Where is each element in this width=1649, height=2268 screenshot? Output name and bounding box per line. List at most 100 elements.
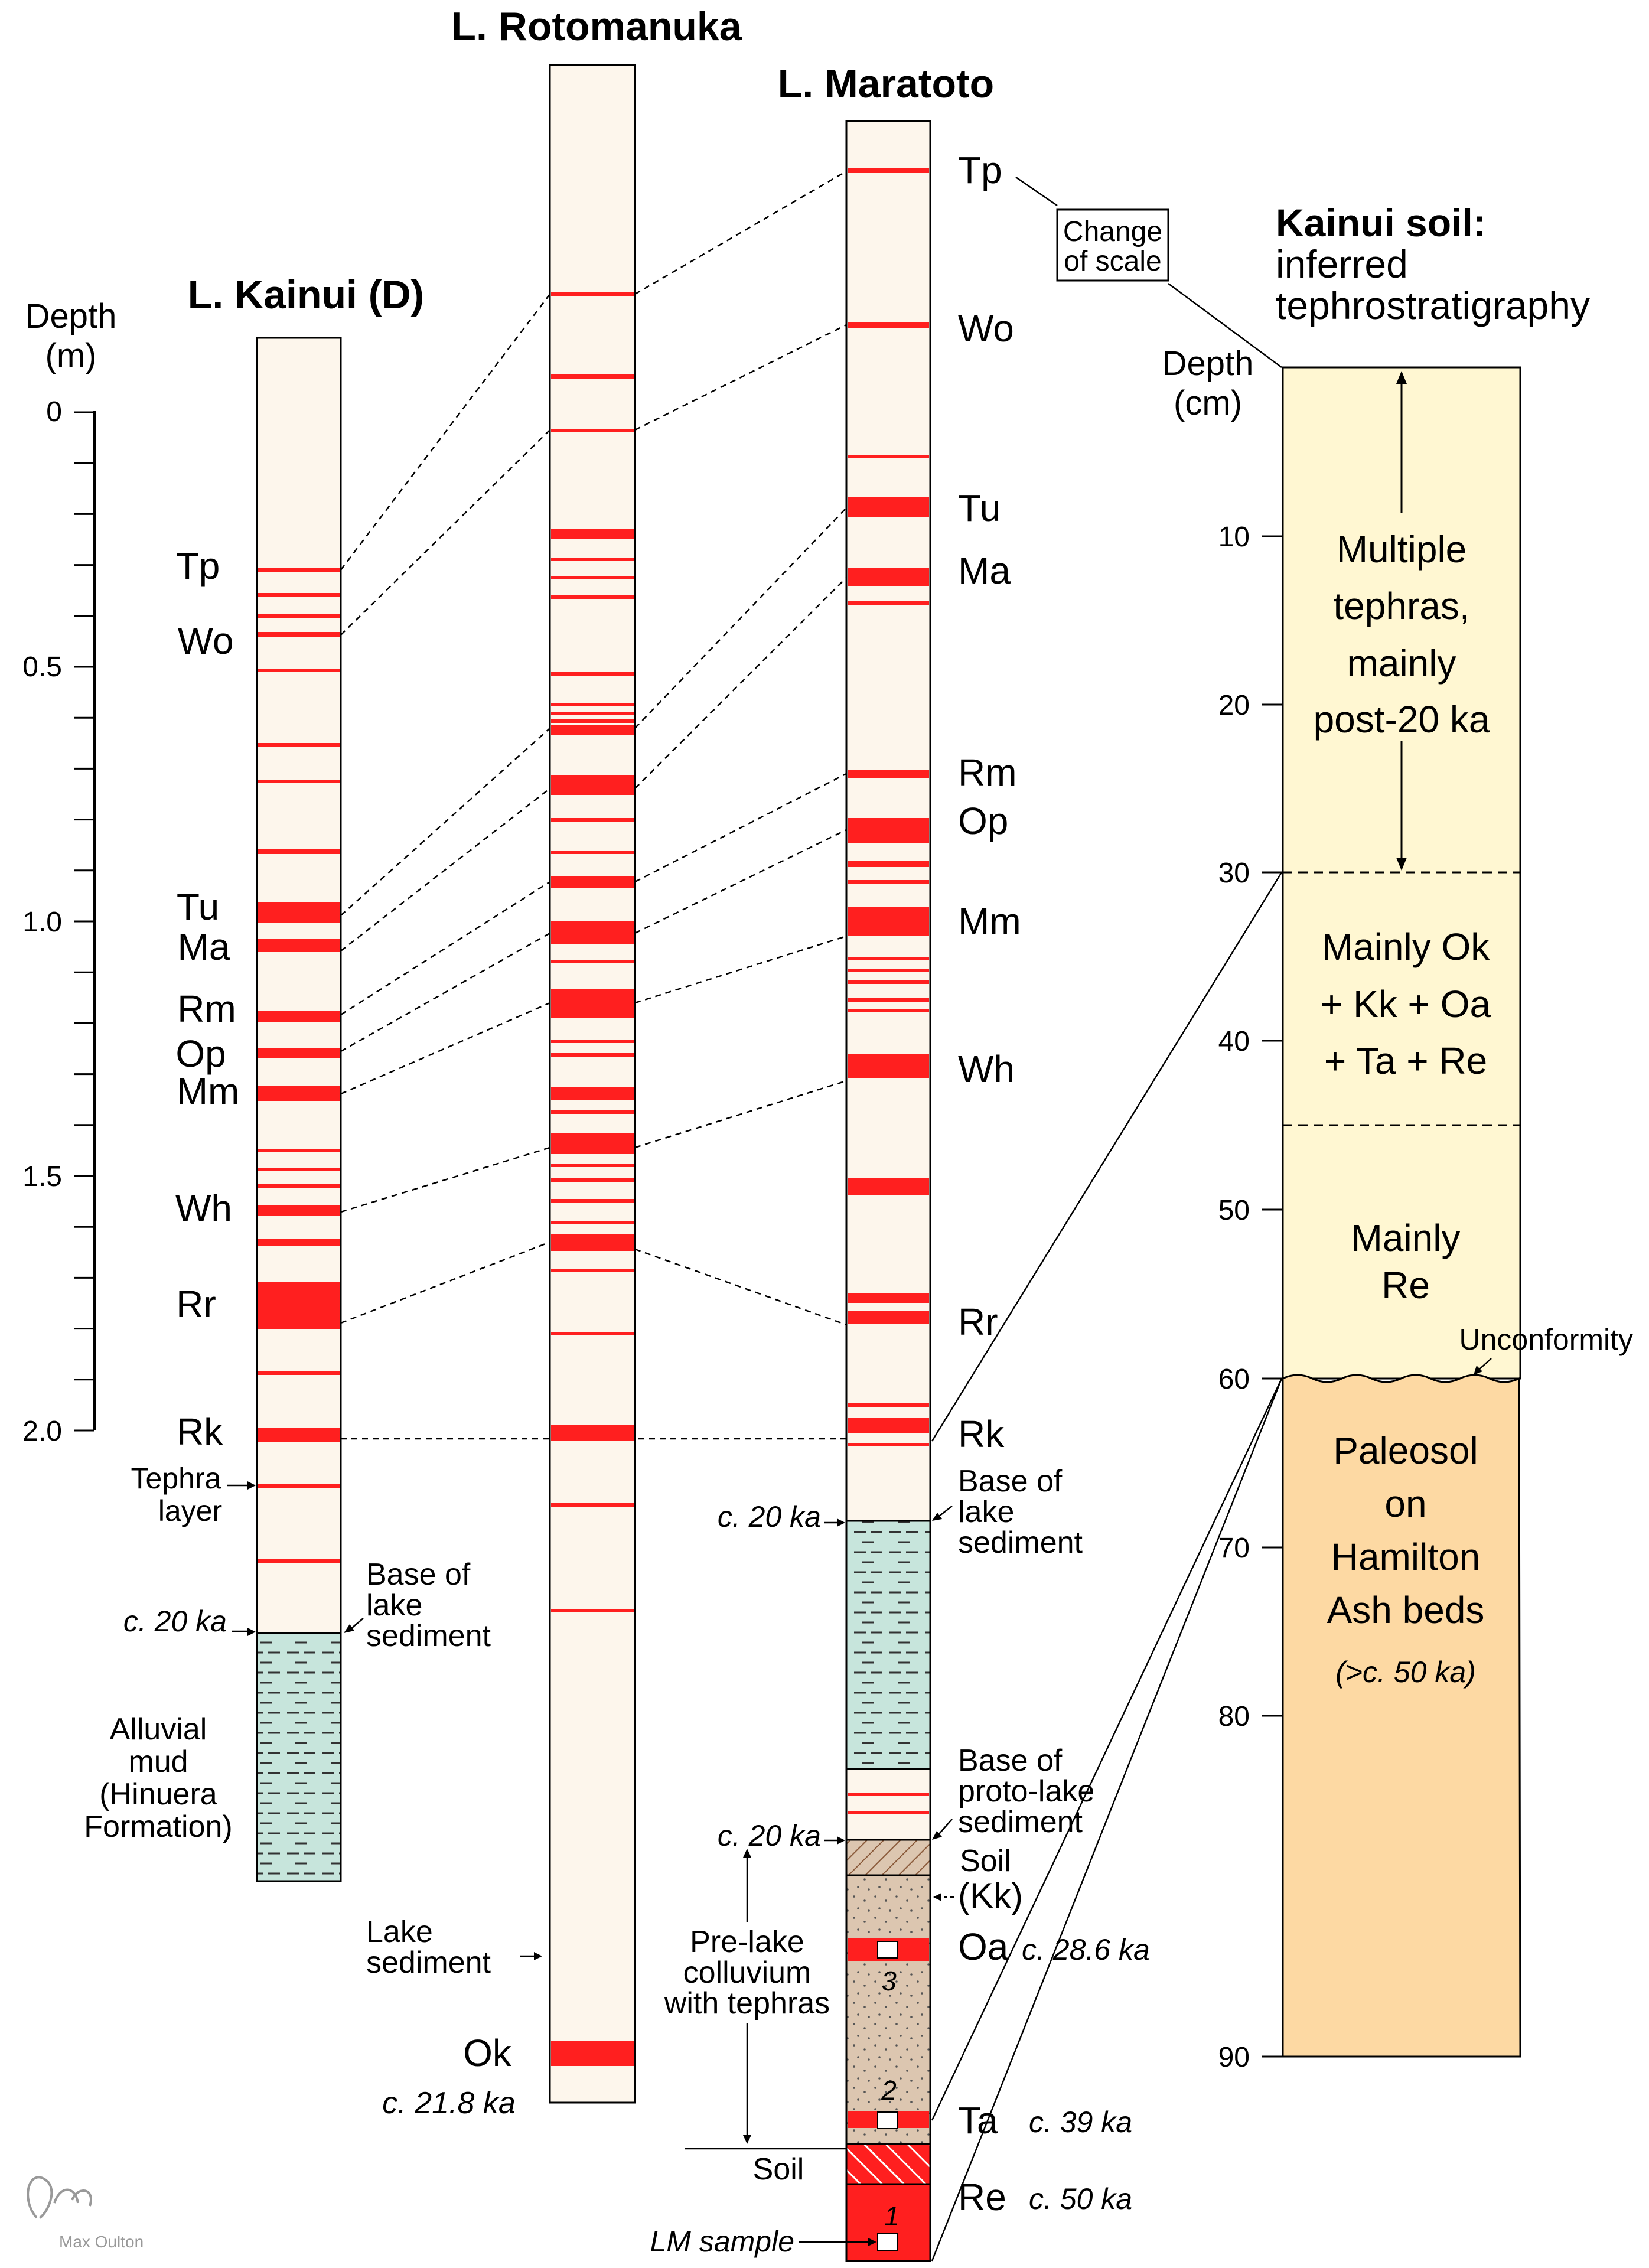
tephra-layer bbox=[848, 1403, 929, 1407]
tephra-layer bbox=[258, 743, 340, 747]
correlation-line-tp-b bbox=[634, 170, 847, 295]
base-of-lake-arrow bbox=[938, 1506, 953, 1517]
tephra-label-tp: Tp bbox=[958, 149, 1002, 191]
tephra-label-oa: Oa bbox=[958, 1925, 1009, 1968]
alluvial-mud-label: (Hinuera bbox=[99, 1777, 217, 1811]
tephra-layer bbox=[551, 1269, 634, 1272]
kainui-soil-title: tephrostratigraphy bbox=[1276, 284, 1590, 327]
rotomanuka-title: L. Rotomanuka bbox=[451, 4, 742, 49]
upper-unit-label: mainly bbox=[1347, 642, 1456, 685]
tephra-label-ta: Ta bbox=[958, 2099, 998, 2142]
base-of-lake-label: lake bbox=[366, 1588, 422, 1622]
depth-tick-label: 50 bbox=[1218, 1195, 1250, 1226]
tephra-layer bbox=[848, 601, 929, 605]
tephra-layer bbox=[551, 429, 634, 432]
tephra-layer bbox=[551, 595, 634, 599]
correlation-line-ma-a bbox=[340, 788, 550, 951]
colluvium-label: with tephras bbox=[664, 1986, 830, 2021]
maratoto-tephra-labels: Tp Wo Tu Ma Rm Op Mm Wh Rr Rk bbox=[958, 149, 1021, 1455]
tephra-label-tu: Tu bbox=[177, 885, 219, 928]
tephra-layer bbox=[258, 902, 340, 923]
soil-label: Soil bbox=[753, 2152, 804, 2186]
upper-unit-label: Multiple bbox=[1337, 528, 1467, 571]
tephra-layer bbox=[551, 1164, 634, 1167]
lake-sediment-label: sediment bbox=[366, 1946, 491, 1980]
tephra-layer bbox=[258, 1184, 340, 1188]
tephra-layer bbox=[258, 669, 340, 672]
unconformity-label: Unconformity bbox=[1459, 1323, 1633, 1356]
soil-kk-label: Soil bbox=[960, 1844, 1011, 1878]
lm-sample-label: LM sample bbox=[650, 2225, 794, 2258]
tephra-layer bbox=[551, 1425, 634, 1441]
base-of-lake-label: sediment bbox=[958, 1526, 1083, 1560]
sample-number: 1 bbox=[884, 2201, 900, 2231]
paleosol-label: on bbox=[1384, 1482, 1426, 1525]
tephra-layer bbox=[551, 719, 634, 723]
paleosol-label: Paleosol bbox=[1333, 1429, 1478, 1472]
depth-tick-label: 0 bbox=[46, 396, 62, 428]
depth-tick-label: 1.5 bbox=[22, 1161, 62, 1192]
rotomanuka-lake-sediment bbox=[549, 64, 636, 2104]
base-of-lake-label: Base of bbox=[958, 1464, 1063, 1498]
rotomanuka-tephra-layers bbox=[551, 292, 634, 2066]
tephra-layer bbox=[551, 818, 634, 822]
base-of-proto-lake-label: Base of bbox=[958, 1744, 1063, 1778]
oa-age-label: c. 28.6 ka bbox=[1022, 1933, 1150, 1966]
tephra-layer bbox=[848, 770, 929, 778]
middle-unit-label: + Ta + Re bbox=[1324, 1040, 1487, 1082]
correlation-line-rm-a bbox=[340, 881, 550, 1016]
sample-box-re bbox=[877, 2233, 898, 2251]
soil-kk-arrowhead bbox=[933, 1893, 941, 1901]
tephra-label-rm: Rm bbox=[177, 988, 236, 1030]
tephra-layer bbox=[551, 989, 634, 1018]
maratoto-lake-mud bbox=[845, 1520, 931, 1770]
ta-age-label: c. 39 ka bbox=[1029, 2106, 1132, 2139]
middle-unit-label: Mainly Ok bbox=[1322, 926, 1491, 968]
tephra-layer bbox=[551, 1133, 634, 1154]
tephra-layer bbox=[848, 907, 929, 936]
tephra-layer bbox=[258, 1048, 340, 1058]
rotomanuka-column: Lake sediment Ok c. 21.8 ka bbox=[366, 64, 636, 2120]
scale-connector bbox=[1168, 282, 1282, 369]
tephra-label-wh: Wh bbox=[958, 1048, 1015, 1090]
upper-unit-label: tephras, bbox=[1333, 585, 1469, 627]
soil-kk-label: (Kk) bbox=[958, 1876, 1023, 1915]
scale-correlation-lines bbox=[931, 872, 1283, 2262]
alluvial-mud-label: Formation) bbox=[84, 1810, 232, 1844]
lake-sediment-arrowhead bbox=[534, 1952, 542, 1960]
kainui-tephra-layers bbox=[258, 568, 340, 1563]
tephra-label-op: Op bbox=[175, 1032, 226, 1075]
maratoto-soil-hatched bbox=[845, 2143, 931, 2185]
tephra-layer bbox=[258, 1205, 340, 1216]
correlation-lines bbox=[340, 170, 847, 1440]
tephra-layer bbox=[258, 1484, 340, 1488]
tephra-layer-label: layer bbox=[158, 1494, 222, 1527]
tephra-layer bbox=[551, 1110, 634, 1114]
maratoto-colluvium bbox=[845, 1874, 931, 2145]
tephra-label-rk: Rk bbox=[958, 1413, 1005, 1455]
tephra-layer bbox=[848, 880, 929, 884]
base-of-lake-label: sediment bbox=[366, 1619, 491, 1653]
correlation-line-wh-a bbox=[340, 1146, 550, 1213]
correlation-line-ma-b bbox=[634, 577, 847, 789]
change-of-scale-label: Change bbox=[1063, 216, 1162, 247]
tephra-layer bbox=[551, 1087, 634, 1100]
tephra-layer bbox=[551, 712, 634, 715]
tephra-layer bbox=[258, 849, 340, 854]
tephra-label-op: Op bbox=[958, 800, 1008, 842]
base-of-lake-label: Base of bbox=[366, 1557, 471, 1592]
tephra-layer bbox=[258, 939, 340, 952]
maratoto-title: L. Maratoto bbox=[778, 61, 994, 106]
base-of-proto-lake-arrowhead bbox=[932, 1831, 942, 1840]
base-of-proto-lake-label: proto-lake bbox=[958, 1774, 1094, 1808]
kainui-soil-title: inferred bbox=[1276, 242, 1408, 286]
tephra-layer bbox=[258, 614, 340, 618]
depth-axis-minor-ticks bbox=[74, 411, 94, 1432]
tephra-layer bbox=[551, 1503, 634, 1507]
upper-range-arrowhead-down bbox=[1396, 858, 1407, 871]
tephra-layer bbox=[551, 1221, 634, 1224]
tephra-layer bbox=[551, 576, 634, 579]
tephra-layer bbox=[551, 1234, 634, 1251]
tephra-layer bbox=[551, 529, 634, 539]
depth-tick-label: 60 bbox=[1218, 1364, 1250, 1395]
